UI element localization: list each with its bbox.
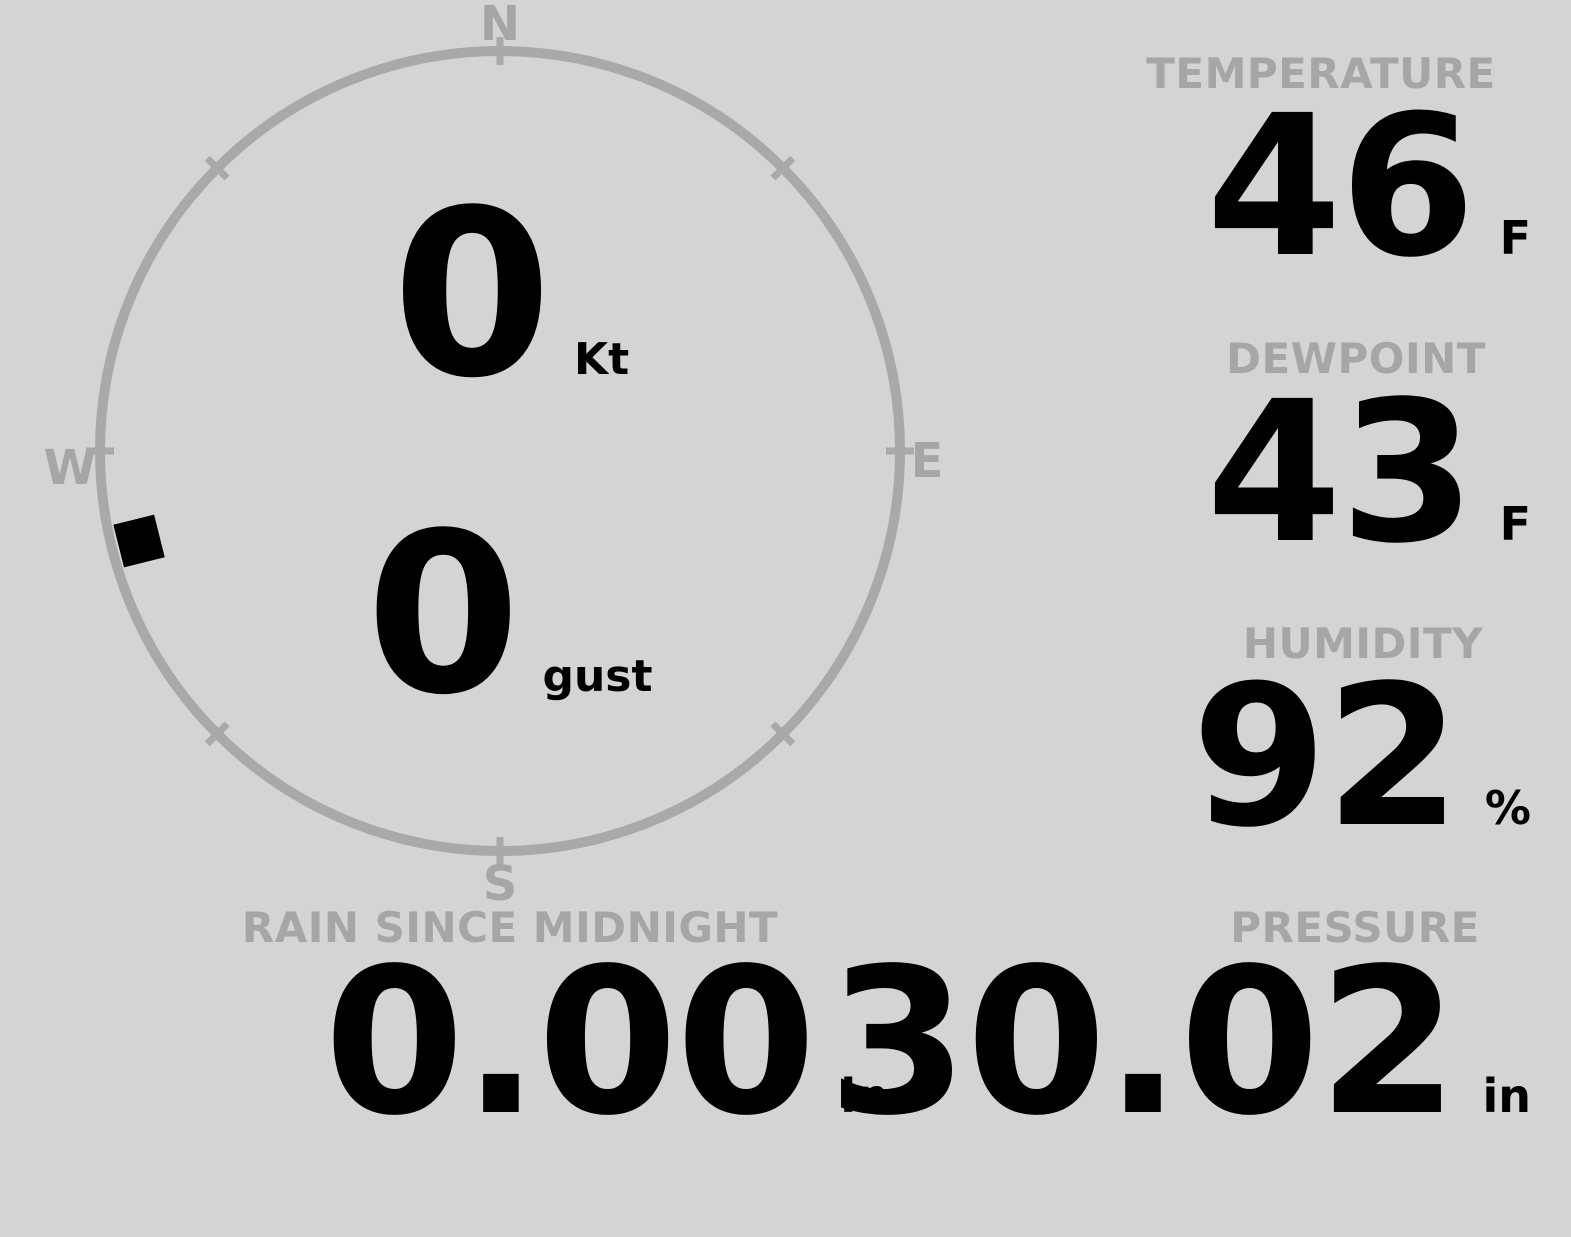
compass-tick: [770, 721, 796, 747]
wind-direction-marker: [113, 514, 165, 568]
dewpoint-label: DEWPOINT: [1226, 334, 1486, 383]
dewpoint-readout: 43 F: [1206, 375, 1531, 570]
wind-gust-readout: 0 gust: [366, 504, 653, 726]
compass-label-south: S: [482, 856, 518, 912]
dewpoint-value: 43: [1206, 359, 1475, 586]
compass-tick: [204, 721, 230, 747]
wind-gust-value: 0: [366, 486, 520, 744]
humidity-label: HUMIDITY: [1242, 619, 1484, 668]
rain-readout: 0.00 in: [324, 941, 889, 1143]
wind-speed-unit: Kt: [574, 334, 630, 385]
temperature-label: TEMPERATURE: [1146, 49, 1496, 98]
humidity-value: 92: [1191, 643, 1461, 870]
temperature-unit: F: [1499, 211, 1531, 265]
pressure-readout: 30.02 in: [828, 941, 1531, 1143]
humidity-readout: 92 %: [1192, 659, 1531, 854]
compass-ticks: [86, 37, 914, 865]
dewpoint-unit: F: [1499, 497, 1531, 551]
wind-speed-value: 0: [392, 162, 552, 429]
pressure-label: PRESSURE: [1230, 903, 1480, 952]
compass-label-west: W: [43, 440, 97, 496]
humidity-unit: %: [1484, 781, 1531, 835]
temperature-value: 46: [1206, 73, 1475, 300]
temperature-readout: 46 F: [1206, 89, 1531, 284]
compass-label-north: N: [479, 0, 521, 52]
pressure-value: 30.02: [827, 924, 1459, 1160]
rain-value: 0.00: [324, 924, 816, 1160]
wind-speed-readout: 0 Kt: [392, 181, 629, 411]
compass-tick: [770, 155, 796, 181]
wind-compass: [86, 37, 914, 865]
compass-tick: [204, 155, 230, 181]
rain-label: RAIN SINCE MIDNIGHT: [241, 903, 779, 952]
wind-gust-unit: gust: [542, 651, 653, 702]
rain-unit: in: [840, 1069, 889, 1123]
compass-label-east: E: [910, 433, 944, 489]
pressure-unit: in: [1482, 1069, 1531, 1123]
